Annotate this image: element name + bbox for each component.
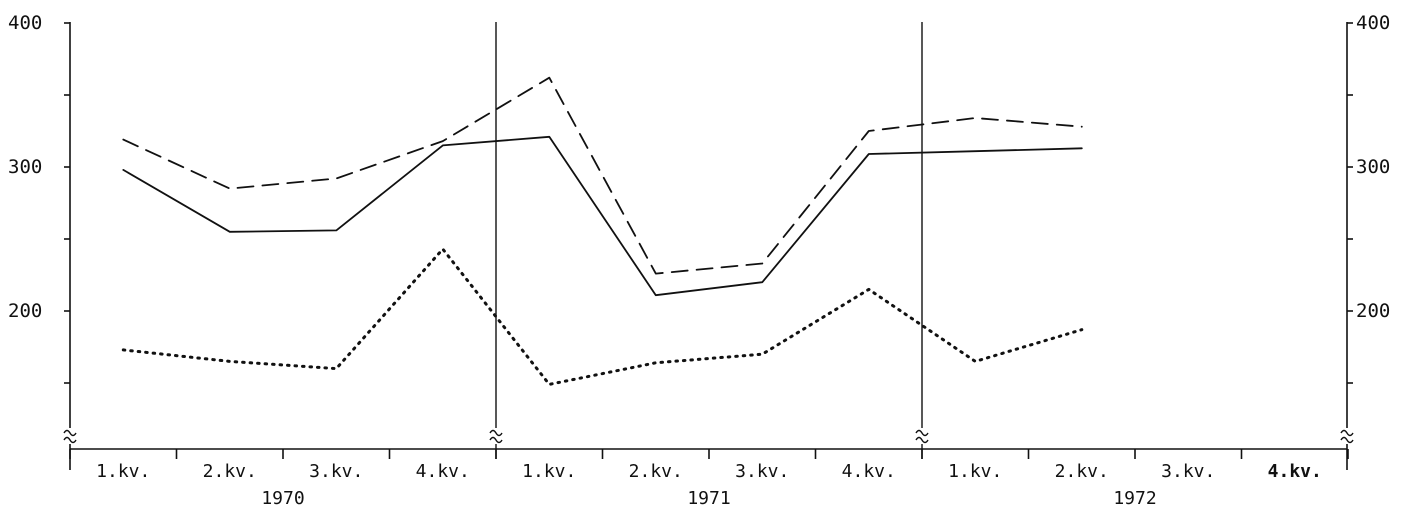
quarter-label: 3.kv. [309,461,363,482]
year-label: 1970 [261,488,304,509]
x-tick-labels: 1.kv. 2.kv. 3.kv. 4.kv. 1970 1.kv. 2.kv. 3.kv. 4… [96,461,1322,509]
quarter-label: 3.kv. [735,461,789,482]
right-axis-break-mark [1340,429,1354,437]
left-y-tick-label: 400 [8,12,42,34]
quarter-label: 3.kv. [1161,461,1215,482]
right-y-tick-label: 200 [1356,300,1390,322]
year-separators [489,22,929,459]
separator-break-mark [489,436,503,444]
axes [63,22,1354,470]
left-y-tick-label: 200 [8,300,42,322]
series-lines [121,76,1084,386]
quarter-label: 4.kv. [1268,461,1322,482]
quarter-label: 2.kv. [1055,461,1109,482]
y-tick-labels: 200 200 300 300 400 400 [8,12,1390,322]
separator-break-mark [915,436,929,444]
year-label: 1972 [1113,488,1156,509]
separator-break-mark [489,429,503,437]
quarter-label: 1.kv. [522,461,576,482]
left-axis-break-mark [63,429,77,437]
quarter-label: 1.kv. [948,461,1002,482]
quarter-label: 1.kv. [96,461,150,482]
quarter-label: 2.kv. [629,461,683,482]
quarter-label: 2.kv. [203,461,257,482]
right-axis-break-mark [1340,436,1354,444]
left-axis-break-mark [63,436,77,444]
separator-break-mark [915,429,929,437]
series-dashed-line [122,76,1083,275]
right-y-tick-label: 300 [1356,156,1390,178]
left-y-tick-label: 300 [8,156,42,178]
series-solid-line [122,135,1083,297]
quarter-label: 4.kv. [416,461,470,482]
year-label: 1971 [687,488,730,509]
series-dotted-line [121,247,1084,386]
right-y-tick-label: 400 [1356,12,1390,34]
quarter-label: 4.kv. [842,461,896,482]
